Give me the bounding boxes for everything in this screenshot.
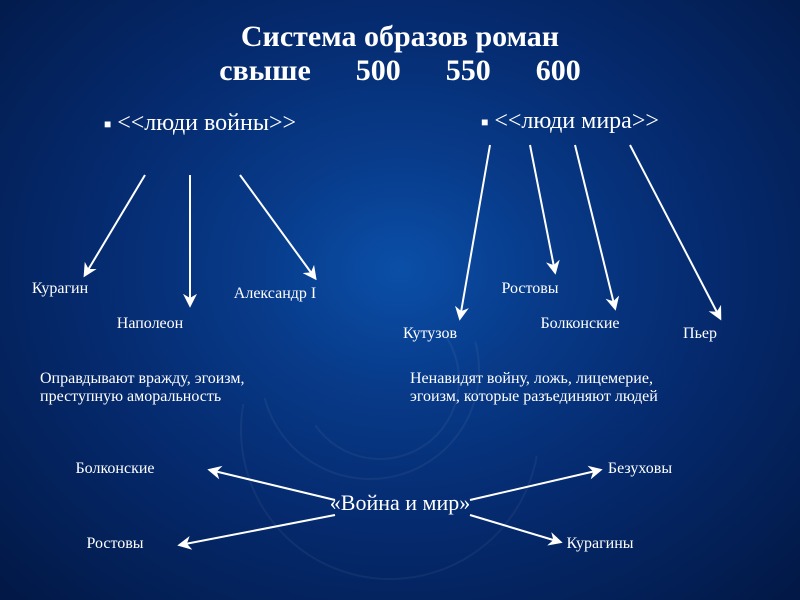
subtitle-left: <<люди войны>> (117, 110, 296, 136)
bullet-left: ■ <<люди войны>> (60, 110, 340, 137)
peace-node-rostovy: Ростовы (501, 280, 558, 298)
bottom-bezukhovy: Безуховы (608, 460, 672, 478)
desc-right: Ненавидят войну, ложь, лицемерие,эгоизм,… (410, 370, 770, 406)
bottom-bolkonskie: Болконские (75, 460, 154, 478)
bullet-right: ■ <<люди мира>> (481, 108, 659, 135)
bottom-rostovy: Ростовы (86, 535, 143, 553)
title-line1: Система образов роман (0, 20, 800, 54)
desc-left: Оправдывают вражду, эгоизм, преступную а… (40, 370, 400, 406)
title: Система образов роман свыше 500 550 600 (0, 20, 800, 88)
center-title: «Война и мир» (320, 490, 480, 516)
war-node-kuragin: Курагин (32, 280, 88, 298)
peace-node-bolkonskie: Болконские (540, 315, 619, 333)
peace-node-pier: Пьер (683, 325, 717, 343)
war-node-napoleon: Наполеон (117, 315, 183, 333)
subtitle-right: <<люди мира>> (494, 108, 659, 134)
war-node-alexander: Александр I (234, 285, 316, 303)
peace-node-kutuzov: Кутузов (403, 325, 457, 343)
bottom-kuraginy: Курагины (566, 535, 633, 553)
title-line2: свыше 500 550 600 (0, 54, 800, 88)
